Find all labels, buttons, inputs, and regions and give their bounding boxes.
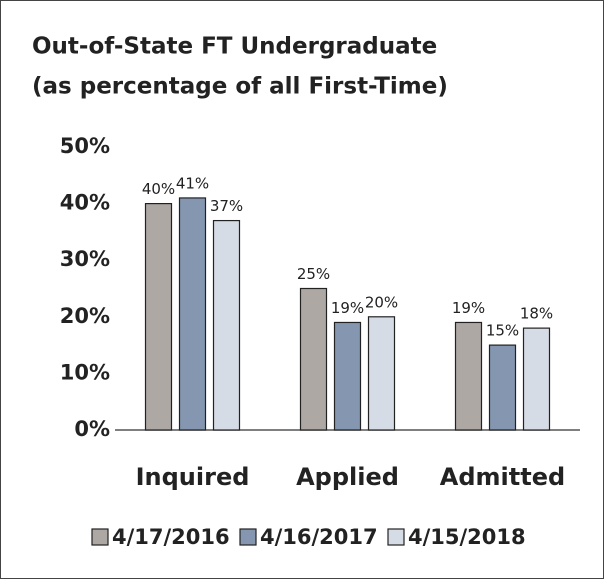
data-label: 20%	[365, 293, 398, 311]
bar	[522, 327, 551, 431]
data-label: 15%	[486, 322, 519, 340]
data-label: 19%	[452, 299, 485, 317]
legend-swatch	[239, 528, 257, 546]
bar	[454, 321, 483, 431]
y-tick-label: 20%	[60, 304, 110, 328]
data-label: 18%	[520, 305, 553, 323]
data-label: 37%	[210, 197, 243, 215]
data-label: 19%	[331, 299, 364, 317]
bar	[333, 321, 362, 431]
legend-swatch	[387, 528, 405, 546]
x-tick-label: Inquired	[136, 463, 250, 491]
legend-swatch	[91, 528, 109, 546]
data-label: 41%	[176, 174, 209, 192]
bar	[367, 316, 396, 431]
bar	[212, 219, 241, 431]
bar	[488, 344, 517, 431]
y-tick-label: 30%	[60, 247, 110, 271]
legend-label: 4/17/2016	[112, 525, 230, 549]
y-tick-label: 50%	[60, 134, 110, 158]
data-label: 25%	[297, 265, 330, 283]
bar	[178, 197, 207, 431]
chart-title: (as percentage of all First-Time)	[32, 74, 448, 100]
legend-label: 4/16/2017	[260, 525, 378, 549]
y-tick-label: 40%	[60, 191, 110, 215]
legend-label: 4/15/2018	[408, 525, 526, 549]
bar	[144, 203, 173, 431]
y-tick-label: 10%	[60, 360, 110, 384]
y-tick-label: 0%	[74, 417, 110, 441]
data-label: 40%	[142, 180, 175, 198]
x-tick-label: Admitted	[440, 463, 565, 491]
chart-title: Out-of-State FT Undergraduate	[32, 34, 437, 60]
x-tick-label: Applied	[296, 463, 399, 491]
bar	[299, 287, 328, 431]
